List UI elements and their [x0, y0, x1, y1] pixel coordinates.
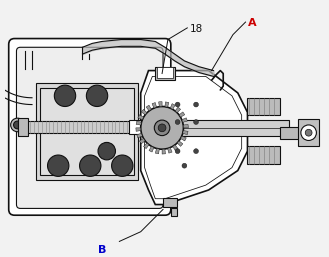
Polygon shape — [167, 148, 172, 153]
Polygon shape — [146, 105, 151, 111]
Bar — [157, 67, 173, 78]
Circle shape — [98, 142, 115, 160]
Circle shape — [154, 120, 170, 136]
Polygon shape — [183, 124, 188, 128]
Circle shape — [194, 120, 198, 124]
Polygon shape — [141, 109, 147, 115]
Polygon shape — [175, 107, 181, 113]
Circle shape — [158, 124, 166, 132]
Bar — [129, 120, 143, 134]
Circle shape — [182, 163, 187, 168]
Text: B: B — [98, 245, 106, 255]
Polygon shape — [181, 136, 186, 141]
Polygon shape — [141, 71, 247, 205]
Circle shape — [175, 149, 180, 154]
Polygon shape — [136, 121, 141, 125]
Polygon shape — [136, 128, 141, 131]
Bar — [40, 88, 134, 176]
FancyBboxPatch shape — [16, 47, 163, 208]
Circle shape — [301, 125, 316, 141]
Polygon shape — [159, 102, 162, 107]
Polygon shape — [155, 149, 159, 154]
Polygon shape — [183, 131, 188, 135]
Bar — [171, 208, 177, 216]
Polygon shape — [149, 146, 154, 152]
Polygon shape — [152, 103, 157, 108]
Polygon shape — [143, 143, 149, 149]
Bar — [178, 120, 289, 136]
Circle shape — [54, 85, 76, 106]
Text: 18: 18 — [190, 24, 203, 34]
Polygon shape — [165, 102, 169, 107]
Polygon shape — [173, 145, 178, 151]
Circle shape — [80, 155, 101, 176]
Text: A: A — [247, 18, 256, 28]
Circle shape — [11, 118, 24, 132]
Circle shape — [175, 120, 180, 124]
Circle shape — [194, 102, 198, 107]
Polygon shape — [170, 104, 175, 109]
Bar — [298, 119, 319, 146]
Bar — [281, 127, 300, 139]
FancyBboxPatch shape — [9, 39, 171, 215]
Bar — [163, 198, 177, 207]
Polygon shape — [179, 112, 185, 117]
Polygon shape — [137, 133, 142, 138]
Circle shape — [141, 106, 184, 149]
Circle shape — [47, 155, 69, 176]
Circle shape — [86, 85, 108, 106]
Bar — [155, 67, 175, 80]
Polygon shape — [138, 115, 143, 120]
Polygon shape — [139, 139, 145, 144]
Bar — [246, 146, 281, 164]
Circle shape — [13, 121, 21, 129]
Polygon shape — [177, 141, 183, 146]
Bar — [36, 83, 138, 180]
Circle shape — [112, 155, 133, 176]
Polygon shape — [162, 149, 165, 154]
Circle shape — [175, 102, 180, 107]
Polygon shape — [182, 118, 188, 122]
Circle shape — [194, 149, 198, 154]
Bar — [18, 118, 28, 136]
Circle shape — [305, 129, 312, 136]
Bar — [246, 98, 281, 115]
Bar — [18, 121, 148, 133]
